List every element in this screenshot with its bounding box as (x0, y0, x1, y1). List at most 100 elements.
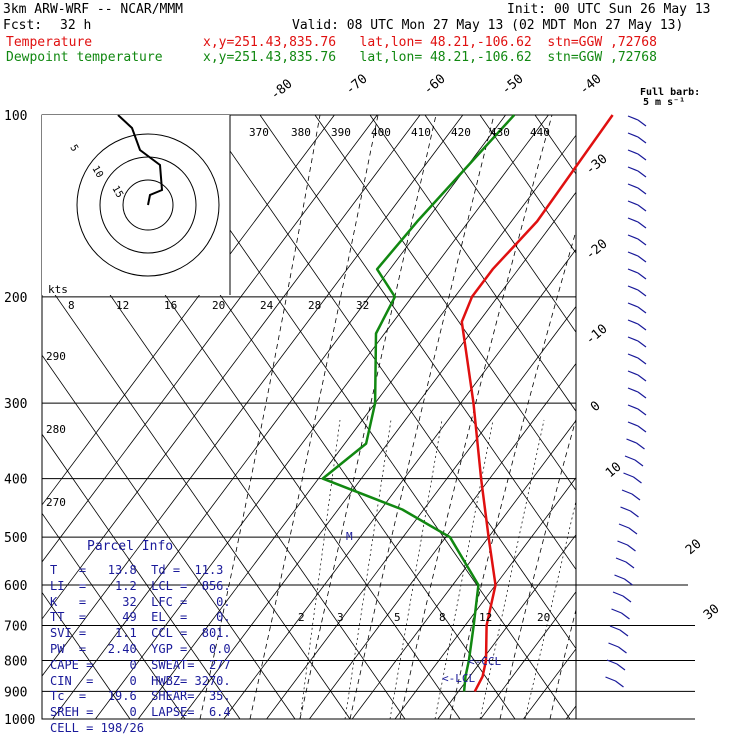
pressure-tick-label: 400 (4, 473, 27, 488)
init-time: Init: 00 UTC Sun 26 May 13 (507, 2, 711, 17)
mixing-ratio-label: 2 (298, 611, 305, 624)
wind-barb (627, 149, 647, 161)
hodograph-unit: kts (48, 283, 68, 296)
parcel-info-row: SREH = 0 LAPSE= 6.4 (50, 705, 231, 720)
pressure-tick-label: 500 (4, 531, 27, 546)
isotherm-line (42, 115, 464, 677)
isotherm-line (95, 115, 549, 720)
hodograph-ring (76, 133, 220, 277)
wind-barb (624, 455, 644, 467)
model-title: 3km ARW-WRF -- NCAR/MMM (3, 2, 184, 17)
wind-barb (606, 659, 626, 671)
isotherm-line (52, 115, 506, 720)
mixing-ratio-line (344, 419, 392, 720)
dry-adiabat-line (42, 275, 351, 720)
temperature-location: x,y=251.43,835.76 lat,lon= 48.21,-106.62… (203, 35, 657, 50)
parcel-info-row: Tc = 19.6 SHEAR= 35. (50, 689, 231, 704)
parcel-info-row: CELL = 198/26 (50, 721, 144, 735)
diagram-grid (41, 114, 740, 720)
isotherm-label: -50 (499, 71, 527, 98)
wind-barb (605, 676, 624, 688)
wind-barb (627, 285, 647, 297)
wind-barb (627, 387, 647, 399)
wind-barb (627, 336, 647, 348)
theta-label: 430 (490, 126, 510, 139)
hodograph-ring-label: 10 (89, 164, 105, 180)
parcel-info-row: PW = 2.40 YGP = 0.0 (50, 642, 231, 656)
wind-barb (627, 200, 647, 212)
ccl-marker: <-CCL (468, 655, 501, 668)
isotherm-line (137, 134, 576, 720)
theta-label: 280 (46, 423, 66, 436)
isotherm-line (523, 648, 576, 720)
isotherm-label: -10 (583, 321, 611, 348)
parcel-info-row: SVI = 1.1 CCL = 801. (50, 626, 231, 641)
moist-adiabat-line (349, 115, 495, 720)
mixing-ratio-line (389, 419, 443, 720)
isotherm-line (309, 362, 576, 720)
pressure-tick-label: 700 (4, 619, 27, 634)
isotherm-label: 10 (603, 460, 625, 482)
isotherm-line (565, 705, 576, 720)
moist-adiabat-line (299, 115, 437, 720)
isotherm-label: -70 (343, 71, 371, 98)
dry-adiabat-line (314, 115, 576, 492)
wind-barb (627, 319, 647, 331)
wind-barb (627, 234, 647, 246)
wind-barb (618, 523, 638, 535)
isotherm-label: 0 (588, 399, 604, 416)
m-marker: M (346, 530, 353, 543)
dry-adiabat-line (700, 115, 740, 719)
wind-barb (627, 353, 647, 365)
isotherm-line (42, 115, 335, 506)
dry-adiabat-line (259, 115, 576, 571)
isotherm-label: 20 (683, 537, 705, 559)
dry-adiabat-line (204, 115, 576, 650)
forecast-hours: 32 h (60, 18, 92, 33)
hodograph-axis-label: 12 (116, 299, 129, 312)
hodograph-ring-label: 15 (109, 184, 125, 200)
wind-barb (623, 472, 642, 484)
hodograph-axis-label: 20 (212, 299, 225, 312)
dry-adiabat-line (42, 433, 241, 720)
dry-adiabat-line (479, 115, 576, 254)
wind-barb (627, 268, 647, 280)
mixing-ratio-label: 3 (337, 611, 344, 624)
wind-barb (608, 642, 627, 654)
isotherm-line (394, 476, 576, 720)
wind-barb (627, 166, 647, 178)
pressure-tick-label: 800 (4, 654, 27, 669)
valid-time: Valid: 08 UTC Mon 27 May 13 (02 MDT Mon … (292, 18, 684, 33)
wind-barb (626, 438, 645, 450)
moist-adiabat-line (600, 115, 740, 719)
lcl-marker: <-LCL (442, 672, 475, 685)
mixing-ratio-label: 12 (479, 611, 492, 624)
isotherm-line (223, 248, 576, 720)
theta-label: 370 (249, 126, 269, 139)
isotherm-label: -80 (268, 76, 296, 103)
isotherm-line (351, 419, 576, 720)
parcel-info-row: K = 32 LFC = 0. (50, 594, 231, 609)
pressure-tick-label: 900 (4, 685, 27, 700)
hodograph-ring (122, 179, 174, 231)
dry-adiabat-line (42, 354, 296, 720)
parcel-info-row: CAPE = 0 SWEAT= 277 (50, 657, 231, 672)
isotherm-label: 30 (701, 602, 723, 624)
mixing-ratio-label: 8 (439, 611, 446, 624)
mixing-ratio-label: 20 (537, 611, 550, 624)
dewpoint-legend: Dewpoint temperature (6, 50, 163, 65)
isotherm-line (480, 591, 576, 720)
parcel-info-row: CIN = 0 HWBZ= 3270. (50, 673, 231, 688)
wind-barb (611, 608, 630, 620)
dry-adiabat-line (424, 115, 576, 333)
temperature-trace (460, 114, 614, 692)
dewpoint-location: x,y=251.43,835.76 lat,lon= 48.21,-106.62… (203, 50, 657, 65)
moist-adiabat-line (199, 115, 321, 720)
plot-border (41, 114, 577, 720)
pressure-tick-label: 200 (4, 291, 27, 306)
pressure-tick-label: 300 (4, 397, 27, 412)
theta-label: 410 (411, 126, 431, 139)
theta-label: 400 (371, 126, 391, 139)
wind-barb (627, 421, 647, 433)
sounding-traces (321, 114, 614, 692)
